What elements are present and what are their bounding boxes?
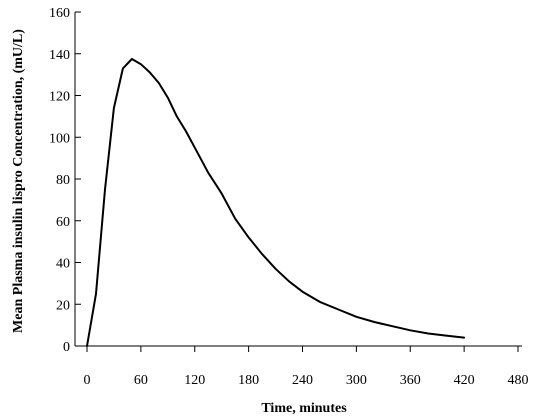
x-tick-label: 360: [400, 373, 421, 388]
y-axis-title: Mean Plasma insulin lispro Concentration…: [11, 29, 26, 333]
y-tick-label: 160: [49, 6, 70, 21]
series: [86, 58, 466, 347]
x-tick-label: 0: [84, 373, 91, 388]
y-tick-label: 20: [56, 298, 70, 313]
x-tick-label: 300: [346, 373, 367, 388]
y-tick-label: 120: [49, 90, 70, 105]
x-tick-label: 480: [508, 373, 529, 388]
x-tick-label: 180: [238, 373, 259, 388]
x-tick-label: 420: [454, 373, 475, 388]
y-tick-label: 140: [49, 48, 70, 63]
x-tick-label: 60: [134, 373, 148, 388]
y-tick-label: 80: [56, 173, 70, 188]
axes: [74, 12, 522, 347]
x-tick-label: 240: [292, 373, 313, 388]
y-tick-label: 0: [63, 340, 70, 355]
x-axis-title: Time, minutes: [261, 401, 347, 416]
series-line: [86, 58, 466, 347]
x-tick-label: 120: [184, 373, 205, 388]
y-ticks: 0 20 40 60 80 100 120 140 160: [49, 6, 81, 355]
y-tick-label: 40: [56, 257, 70, 272]
y-tick-label: 100: [49, 131, 70, 146]
x-ticks: 0 60 120 180 240 300 360 420 480: [84, 346, 529, 388]
y-tick-label: 60: [56, 215, 70, 230]
